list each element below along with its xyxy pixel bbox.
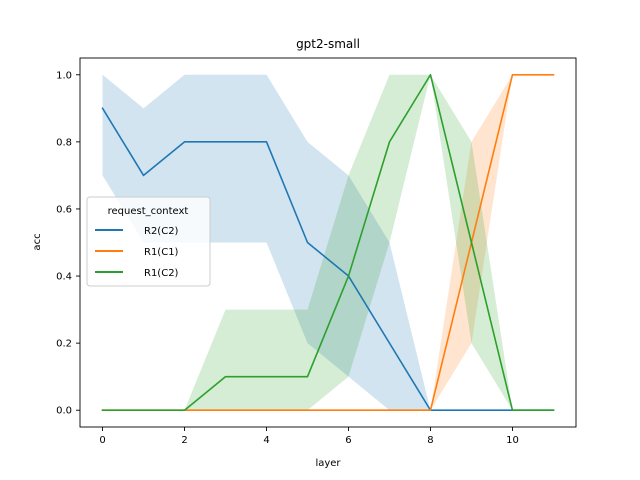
x-tick-label-0: 0 — [99, 435, 105, 446]
chart-title: gpt2-small — [296, 37, 360, 51]
legend-box — [86, 196, 211, 287]
legend: request_context R2(C2) R1(C1) R1(C2) — [86, 196, 211, 287]
ci-band-r1-c1 — [102, 74, 554, 411]
y-tick-label-1: 0.2 — [56, 339, 72, 350]
series-line-r1-c2 — [101, 73, 555, 412]
series-lines — [101, 73, 555, 412]
x-tick-label-6: 6 — [345, 435, 351, 446]
ci-band-r1-c2 — [102, 74, 554, 411]
y-tick-label-0: 0.0 — [56, 406, 72, 417]
y-tick-label-2: 0.4 — [56, 272, 72, 283]
legend-label-r1-c2: R1(C2) — [144, 268, 179, 279]
series-line-r2-c2 — [101, 107, 555, 412]
confidence-bands — [102, 74, 554, 411]
x-tick-label-10: 10 — [506, 435, 519, 446]
legend-label-r1-c1: R1(C1) — [144, 247, 179, 258]
ci-band-r2-c2 — [102, 74, 554, 411]
legend-title: request_context — [108, 206, 189, 217]
plot-frame — [79, 57, 577, 428]
x-tick-label-4: 4 — [263, 435, 269, 446]
legend-label-r2-c2: R2(C2) — [144, 226, 179, 237]
y-tick-label-4: 0.8 — [56, 137, 72, 148]
x-tick-label-8: 8 — [427, 435, 433, 446]
y-tick-label-3: 0.6 — [56, 204, 72, 215]
x-tick-label-2: 2 — [181, 435, 187, 446]
x-axis-label: layer — [315, 458, 341, 469]
axes: 0 2 4 6 8 10 0.0 0.2 0.4 0.6 0.8 1.0 — [56, 57, 577, 446]
y-axis-label: acc — [32, 233, 43, 250]
y-tick-label-5: 1.0 — [56, 70, 72, 81]
